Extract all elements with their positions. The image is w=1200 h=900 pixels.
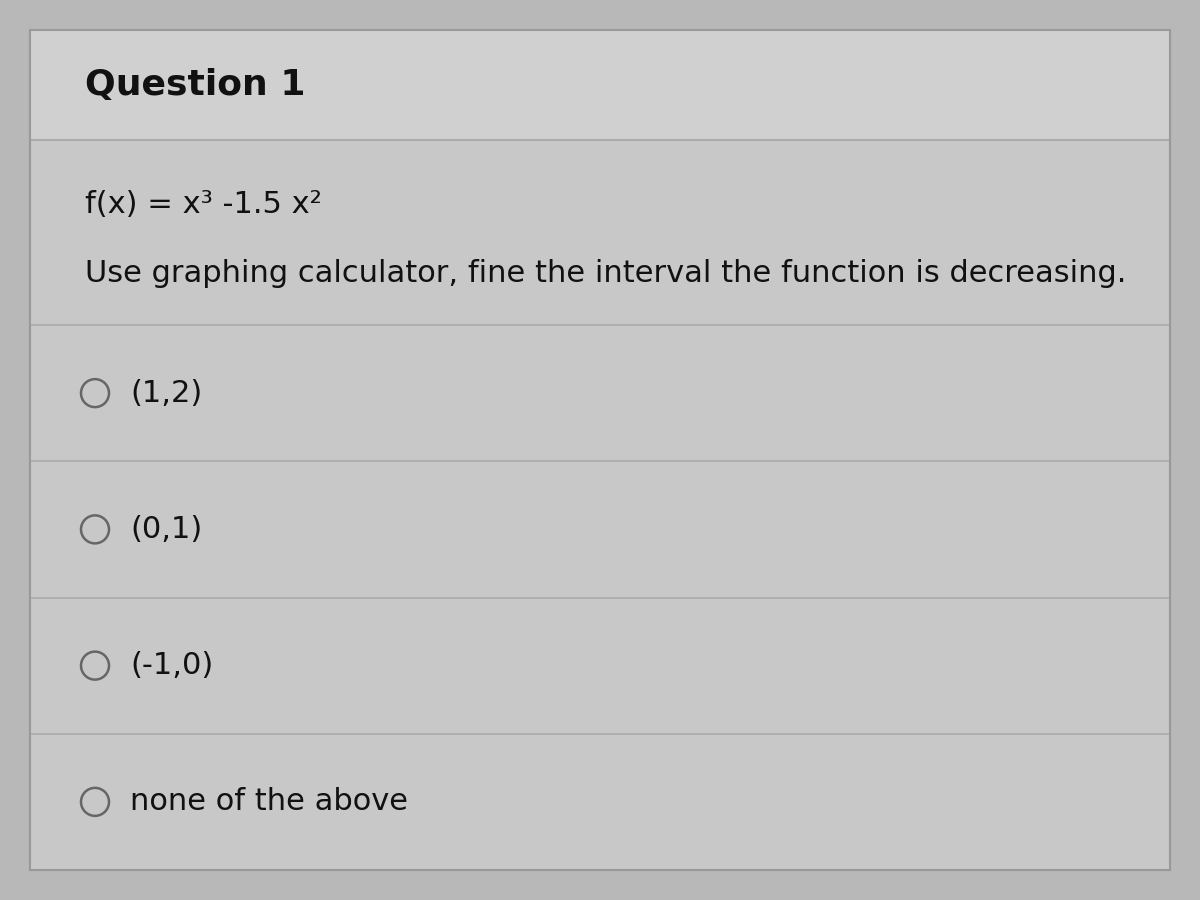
Text: (1,2): (1,2) — [130, 379, 203, 408]
Text: Use graphing calculator, fine the interval the function is decreasing.: Use graphing calculator, fine the interv… — [85, 258, 1127, 288]
Text: (-1,0): (-1,0) — [130, 651, 214, 680]
Text: Question 1: Question 1 — [85, 68, 306, 102]
Text: none of the above: none of the above — [130, 788, 408, 816]
Text: (0,1): (0,1) — [130, 515, 203, 544]
Text: f(x) = x³ -1.5 x²: f(x) = x³ -1.5 x² — [85, 190, 322, 220]
